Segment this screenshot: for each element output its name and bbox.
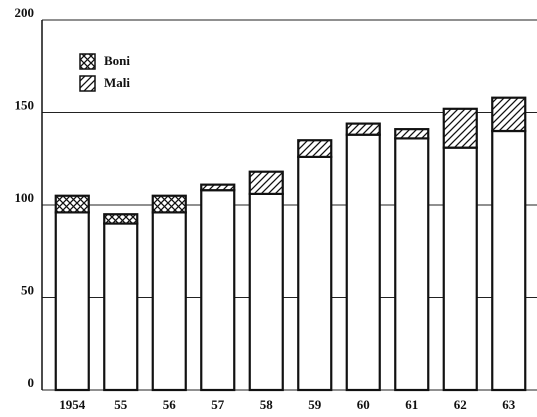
x-tick-label: 56 xyxy=(163,397,177,412)
x-tick-label: 63 xyxy=(502,397,516,412)
bar-segment xyxy=(54,211,90,392)
x-tick-label: 58 xyxy=(260,397,274,412)
legend-label: Boni xyxy=(104,53,130,68)
bar-segment xyxy=(151,194,187,214)
bar-segment xyxy=(151,211,187,392)
bar-segment xyxy=(442,146,478,392)
y-tick-label: 50 xyxy=(21,282,34,297)
legend-swatch xyxy=(79,53,96,70)
bar-segment xyxy=(345,122,381,136)
x-tick-label: 61 xyxy=(405,397,418,412)
bar-segment xyxy=(345,133,381,392)
bar-segment xyxy=(297,139,333,158)
bar-segment xyxy=(103,213,139,225)
bar-segment xyxy=(394,128,430,140)
bar-segment xyxy=(491,129,527,392)
bar-segment xyxy=(54,194,90,214)
y-tick-label: 100 xyxy=(15,190,35,205)
legend-label: Mali xyxy=(104,75,130,90)
bar-segment xyxy=(200,189,236,392)
bar-segment xyxy=(200,183,236,192)
bar-segment xyxy=(491,96,527,133)
x-tick-label: 59 xyxy=(308,397,322,412)
bar-segment xyxy=(248,192,284,392)
y-tick-label: 150 xyxy=(15,97,35,112)
bar-segment xyxy=(297,155,333,392)
x-tick-label: 55 xyxy=(114,397,128,412)
bar-segment xyxy=(103,222,139,392)
x-tick-label: 60 xyxy=(357,397,370,412)
y-tick-label: 0 xyxy=(28,375,35,390)
bar-segment xyxy=(248,170,284,195)
y-tick-label: 200 xyxy=(15,5,35,20)
x-tick-label: 1954 xyxy=(59,397,86,412)
x-tick-label: 57 xyxy=(211,397,225,412)
x-tick-label: 62 xyxy=(454,397,467,412)
legend-swatch xyxy=(79,75,96,92)
bar-segment xyxy=(442,107,478,149)
bar-segment xyxy=(394,137,430,392)
